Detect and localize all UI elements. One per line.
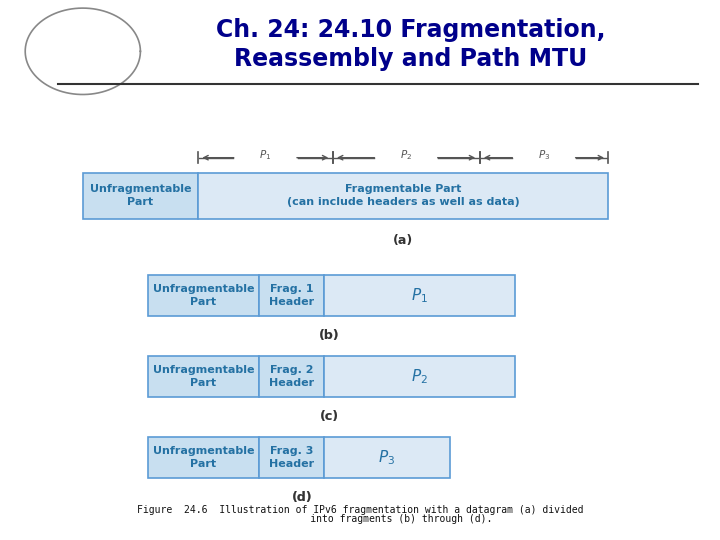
Text: $P_1$: $P_1$ — [259, 148, 271, 163]
Bar — [324, 437, 450, 478]
Text: (c): (c) — [320, 410, 338, 423]
Text: Reassembly and Path MTU: Reassembly and Path MTU — [234, 48, 587, 71]
Text: into fragments (b) through (d).: into fragments (b) through (d). — [228, 515, 492, 524]
Text: (a): (a) — [393, 234, 413, 247]
Text: Unfragmentable
Part: Unfragmentable Part — [153, 446, 254, 469]
Text: $P_2$: $P_2$ — [400, 148, 412, 163]
Text: Ch. 24: 24.10 Fragmentation,: Ch. 24: 24.10 Fragmentation, — [216, 18, 605, 42]
Text: (d): (d) — [292, 491, 312, 504]
Bar — [324, 275, 515, 316]
Text: $P_2$: $P_2$ — [411, 367, 428, 386]
Bar — [83, 173, 198, 219]
Bar — [259, 275, 324, 316]
Text: (b): (b) — [319, 329, 339, 342]
Text: (d): (d) — [292, 491, 312, 504]
Bar — [148, 356, 259, 397]
Bar — [259, 356, 324, 397]
Text: $P_1$: $P_1$ — [411, 286, 428, 305]
Text: Fragmentable Part
(can include headers as well as data): Fragmentable Part (can include headers a… — [287, 184, 520, 207]
Text: Figure  24.6  Illustration of IPv6 fragmentation with a datagram (a) divided: Figure 24.6 Illustration of IPv6 fragmen… — [137, 505, 583, 515]
Text: Unfragmentable
Part: Unfragmentable Part — [153, 284, 254, 307]
Bar — [148, 437, 259, 478]
Text: (c): (c) — [320, 410, 338, 423]
Text: Frag. 1
Header: Frag. 1 Header — [269, 284, 314, 307]
Bar — [259, 437, 324, 478]
Text: $P_3$: $P_3$ — [538, 148, 550, 163]
Text: Unfragmentable
Part: Unfragmentable Part — [90, 184, 191, 207]
Text: Unfragmentable
Part: Unfragmentable Part — [153, 365, 254, 388]
Bar — [148, 275, 259, 316]
Bar — [324, 356, 515, 397]
Bar — [198, 173, 608, 219]
Text: (b): (b) — [319, 329, 339, 342]
Text: $P_3$: $P_3$ — [379, 448, 395, 467]
Text: Frag. 3
Header: Frag. 3 Header — [269, 446, 314, 469]
Text: (d): (d) — [292, 491, 312, 504]
Text: Frag. 2
Header: Frag. 2 Header — [269, 365, 314, 388]
Text: (b): (b) — [319, 329, 339, 342]
Text: (c): (c) — [320, 410, 338, 423]
